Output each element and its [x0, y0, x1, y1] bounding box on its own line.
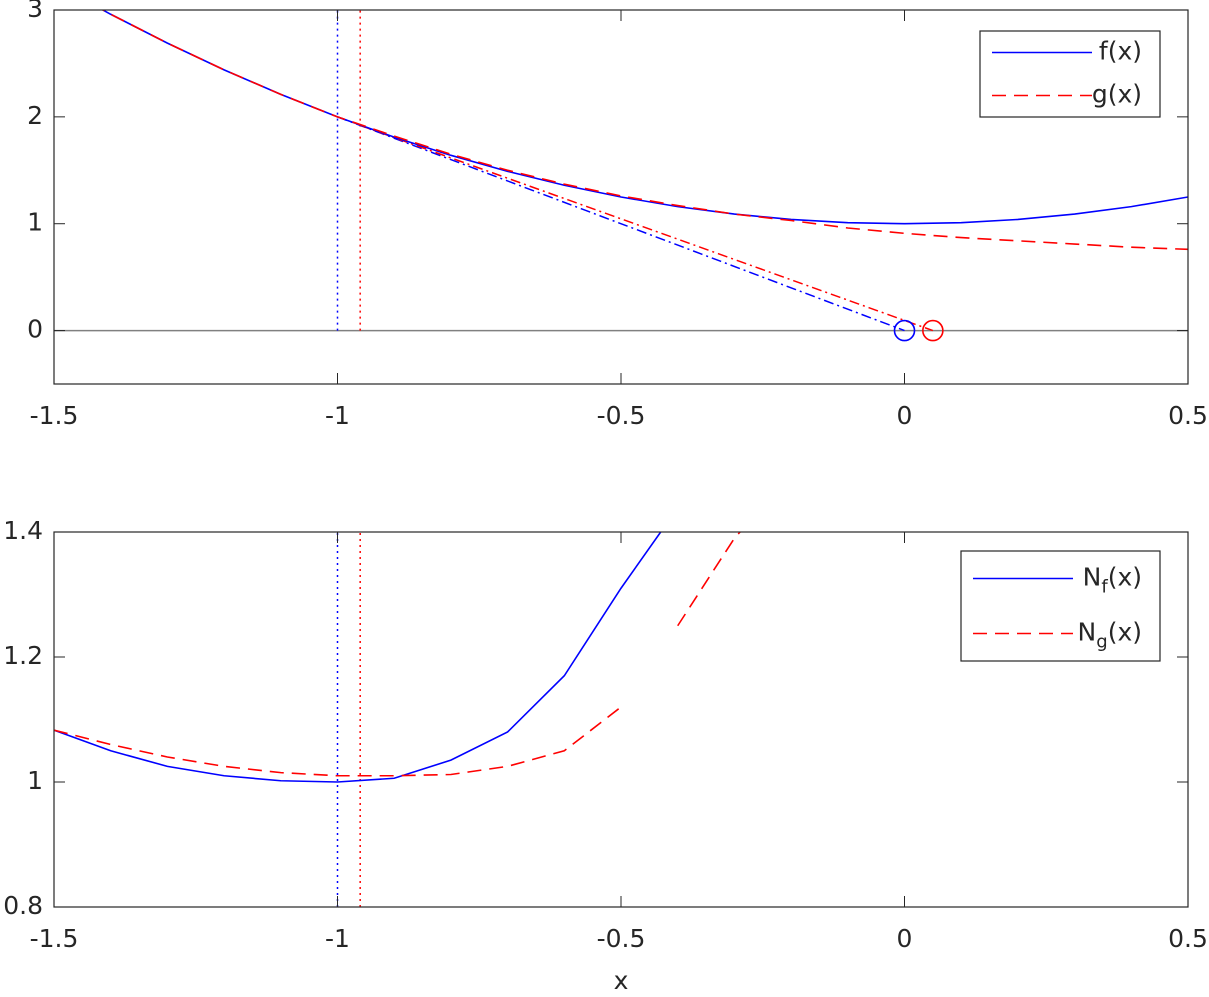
x-tick-label: 0.5 [1168, 401, 1208, 430]
x-tick-label: -0.5 [597, 924, 646, 953]
y-tick-label: 0 [27, 315, 43, 344]
tangent-line [337, 116, 905, 332]
legend-subscript: g [1096, 632, 1107, 653]
plot-area [54, 532, 741, 907]
data-line [54, 532, 662, 783]
marker [922, 319, 944, 342]
legend-label: Nf(x) [1083, 563, 1142, 598]
y-tick-label: 3 [27, 0, 43, 23]
plot-area [54, 10, 1188, 332]
y-tick-label: 1.2 [3, 641, 43, 670]
data-line [54, 532, 741, 777]
tangent-line [359, 124, 934, 332]
y-tick-label: 1 [27, 766, 43, 795]
legend-label: Ng(x) [1078, 618, 1142, 653]
x-tick-label: -1.5 [30, 924, 79, 953]
legend-suffix: (x) [1108, 618, 1142, 647]
y-tick-label: 2 [27, 101, 43, 130]
x-axis-label: x [614, 966, 629, 993]
x-tick-label: -1.5 [30, 401, 79, 430]
legend-name: g(x) [1092, 80, 1142, 109]
x-tick-label: 0 [897, 401, 913, 430]
y-tick-label: 1 [27, 208, 43, 237]
x-tick-label: -0.5 [597, 401, 646, 430]
legend-box [979, 30, 1161, 118]
legend-name: N [1083, 563, 1102, 592]
legend-label: g(x) [1092, 80, 1142, 109]
legend-label: f(x) [1099, 37, 1142, 66]
legend-name: N [1078, 618, 1097, 647]
legend-name: f(x) [1099, 37, 1142, 66]
x-tick-label: 0.5 [1168, 924, 1208, 953]
marker [893, 319, 916, 342]
x-tick-label: -1 [325, 401, 350, 430]
legend-box [960, 550, 1161, 662]
x-tick-label: -1 [325, 924, 350, 953]
y-tick-label: 0.8 [3, 891, 43, 920]
x-tick-label: 0 [897, 924, 913, 953]
legend-suffix: (x) [1108, 563, 1142, 592]
legend-subscript: f [1101, 577, 1108, 598]
data-line [101, 10, 1188, 225]
y-tick-label: 1.4 [3, 516, 43, 545]
